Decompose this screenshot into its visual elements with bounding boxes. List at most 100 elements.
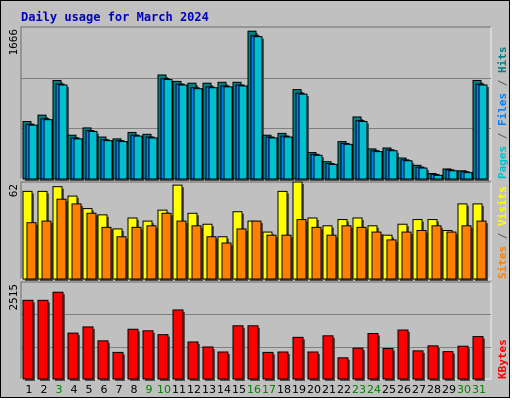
bar-kbytes-day-26 — [397, 329, 409, 380]
day-label-23: 23 — [352, 383, 366, 396]
bar-pages-day-12 — [193, 88, 203, 180]
bar-sites-day-17 — [266, 234, 277, 280]
bar-kbytes-day-16 — [247, 325, 259, 380]
plot-edge-dark-bottom — [20, 281, 491, 379]
legend-part-top-0: Pages — [496, 146, 509, 179]
chart-title: Daily usage for March 2024 — [21, 10, 209, 24]
bar-kbytes-day-21 — [322, 335, 334, 380]
bar-pages-day-13 — [208, 87, 218, 180]
legend-top: Pages / Files / Hits — [496, 47, 509, 180]
day-label-13: 13 — [202, 383, 216, 396]
day-label-17: 17 — [262, 383, 276, 396]
bar-pages-day-24 — [373, 151, 383, 180]
bar-kbytes-day-12 — [187, 341, 199, 380]
bar-sites-day-13 — [206, 236, 217, 280]
bar-pages-day-5 — [88, 131, 98, 180]
day-label-26: 26 — [397, 383, 411, 396]
bar-kbytes-day-24 — [367, 332, 379, 380]
panel-top: 1666 Pages / Files / Hits — [7, 26, 509, 182]
bar-sites-day-19 — [296, 219, 307, 280]
bar-pages-day-7 — [118, 141, 128, 180]
bar-sites-day-4 — [71, 203, 82, 280]
bar-sites-day-30 — [461, 225, 472, 280]
bar-pages-day-16 — [253, 36, 263, 180]
day-label-27: 27 — [412, 383, 426, 396]
bar-sites-day-7 — [116, 236, 127, 280]
day-label-7: 7 — [116, 383, 123, 396]
bar-sites-day-25 — [386, 239, 397, 280]
day-label-29: 29 — [442, 383, 456, 396]
bar-pages-day-15 — [238, 85, 248, 180]
bar-kbytes-day-3 — [52, 291, 64, 380]
bar-kbytes-day-5 — [82, 326, 94, 380]
bar-pages-day-2 — [43, 119, 53, 180]
legend-part-bottom-0: KBytes — [496, 339, 509, 379]
bar-sites-day-6 — [101, 226, 112, 280]
bar-pages-day-20 — [313, 154, 323, 180]
legend-part-middle-0: Sites — [496, 246, 509, 279]
bar-sites-day-15 — [236, 228, 247, 280]
bar-kbytes-day-13 — [202, 346, 214, 380]
day-label-12: 12 — [187, 383, 201, 396]
bar-kbytes-day-17 — [262, 351, 274, 380]
bar-sites-day-24 — [371, 231, 382, 280]
bar-pages-day-22 — [343, 143, 353, 180]
day-label-15: 15 — [232, 383, 246, 396]
bar-kbytes-day-30 — [457, 345, 469, 380]
day-label-16: 16 — [247, 383, 261, 396]
bar-kbytes-day-14 — [217, 351, 229, 380]
bar-sites-day-21 — [326, 234, 337, 280]
bar-pages-day-21 — [328, 163, 338, 180]
panel-bottom: 2515 KBytes — [7, 281, 509, 381]
bar-sites-day-10 — [161, 212, 172, 280]
bar-sites-day-29 — [446, 231, 457, 280]
legend-part-middle-1: / — [496, 226, 509, 246]
bar-kbytes-day-22 — [337, 357, 349, 380]
bar-kbytes-day-15 — [232, 325, 244, 380]
bar-kbytes-day-7 — [112, 351, 124, 380]
day-label-20: 20 — [307, 383, 321, 396]
bar-pages-day-11 — [178, 84, 188, 180]
ymax-label-top: 1666 — [7, 29, 20, 56]
bar-sites-day-2 — [41, 220, 52, 280]
bar-pages-day-30 — [463, 172, 473, 180]
bar-kbytes-day-6 — [97, 340, 109, 380]
day-label-8: 8 — [131, 383, 138, 396]
bar-sites-day-31 — [476, 220, 487, 280]
bar-kbytes-day-11 — [172, 309, 184, 380]
bar-kbytes-day-20 — [307, 351, 319, 380]
bar-sites-day-14 — [221, 242, 232, 280]
bar-pages-day-14 — [223, 86, 233, 180]
bar-sites-day-22 — [341, 225, 352, 280]
bar-kbytes-day-25 — [382, 348, 394, 380]
bar-pages-day-9 — [148, 137, 158, 180]
bar-sites-day-1 — [26, 222, 37, 280]
bar-pages-day-23 — [358, 121, 368, 180]
day-label-24: 24 — [367, 383, 381, 396]
bar-pages-day-3 — [58, 84, 68, 180]
bar-kbytes-day-29 — [442, 351, 454, 380]
day-label-9: 9 — [146, 383, 153, 396]
day-label-21: 21 — [322, 383, 336, 396]
bar-pages-day-6 — [103, 140, 113, 180]
bar-sites-day-11 — [176, 220, 187, 280]
bar-kbytes-day-8 — [127, 328, 139, 380]
bar-kbytes-day-18 — [277, 351, 289, 380]
day-label-28: 28 — [427, 383, 441, 396]
bar-kbytes-day-10 — [157, 334, 169, 380]
bar-pages-day-18 — [283, 136, 293, 180]
day-label-25: 25 — [382, 383, 396, 396]
panel-middle: 62 Sites / Visits — [7, 181, 509, 281]
legend-part-top-4: Hits — [496, 47, 509, 74]
bar-sites-day-18 — [281, 234, 292, 280]
bar-pages-day-4 — [73, 138, 83, 180]
bar-sites-day-3 — [56, 198, 67, 280]
day-label-19: 19 — [292, 383, 306, 396]
day-label-30: 30 — [457, 383, 471, 396]
plot-edge-dark-middle — [20, 181, 491, 279]
bar-kbytes-day-23 — [352, 347, 364, 380]
bar-pages-day-1 — [28, 124, 38, 180]
day-label-18: 18 — [277, 383, 291, 396]
